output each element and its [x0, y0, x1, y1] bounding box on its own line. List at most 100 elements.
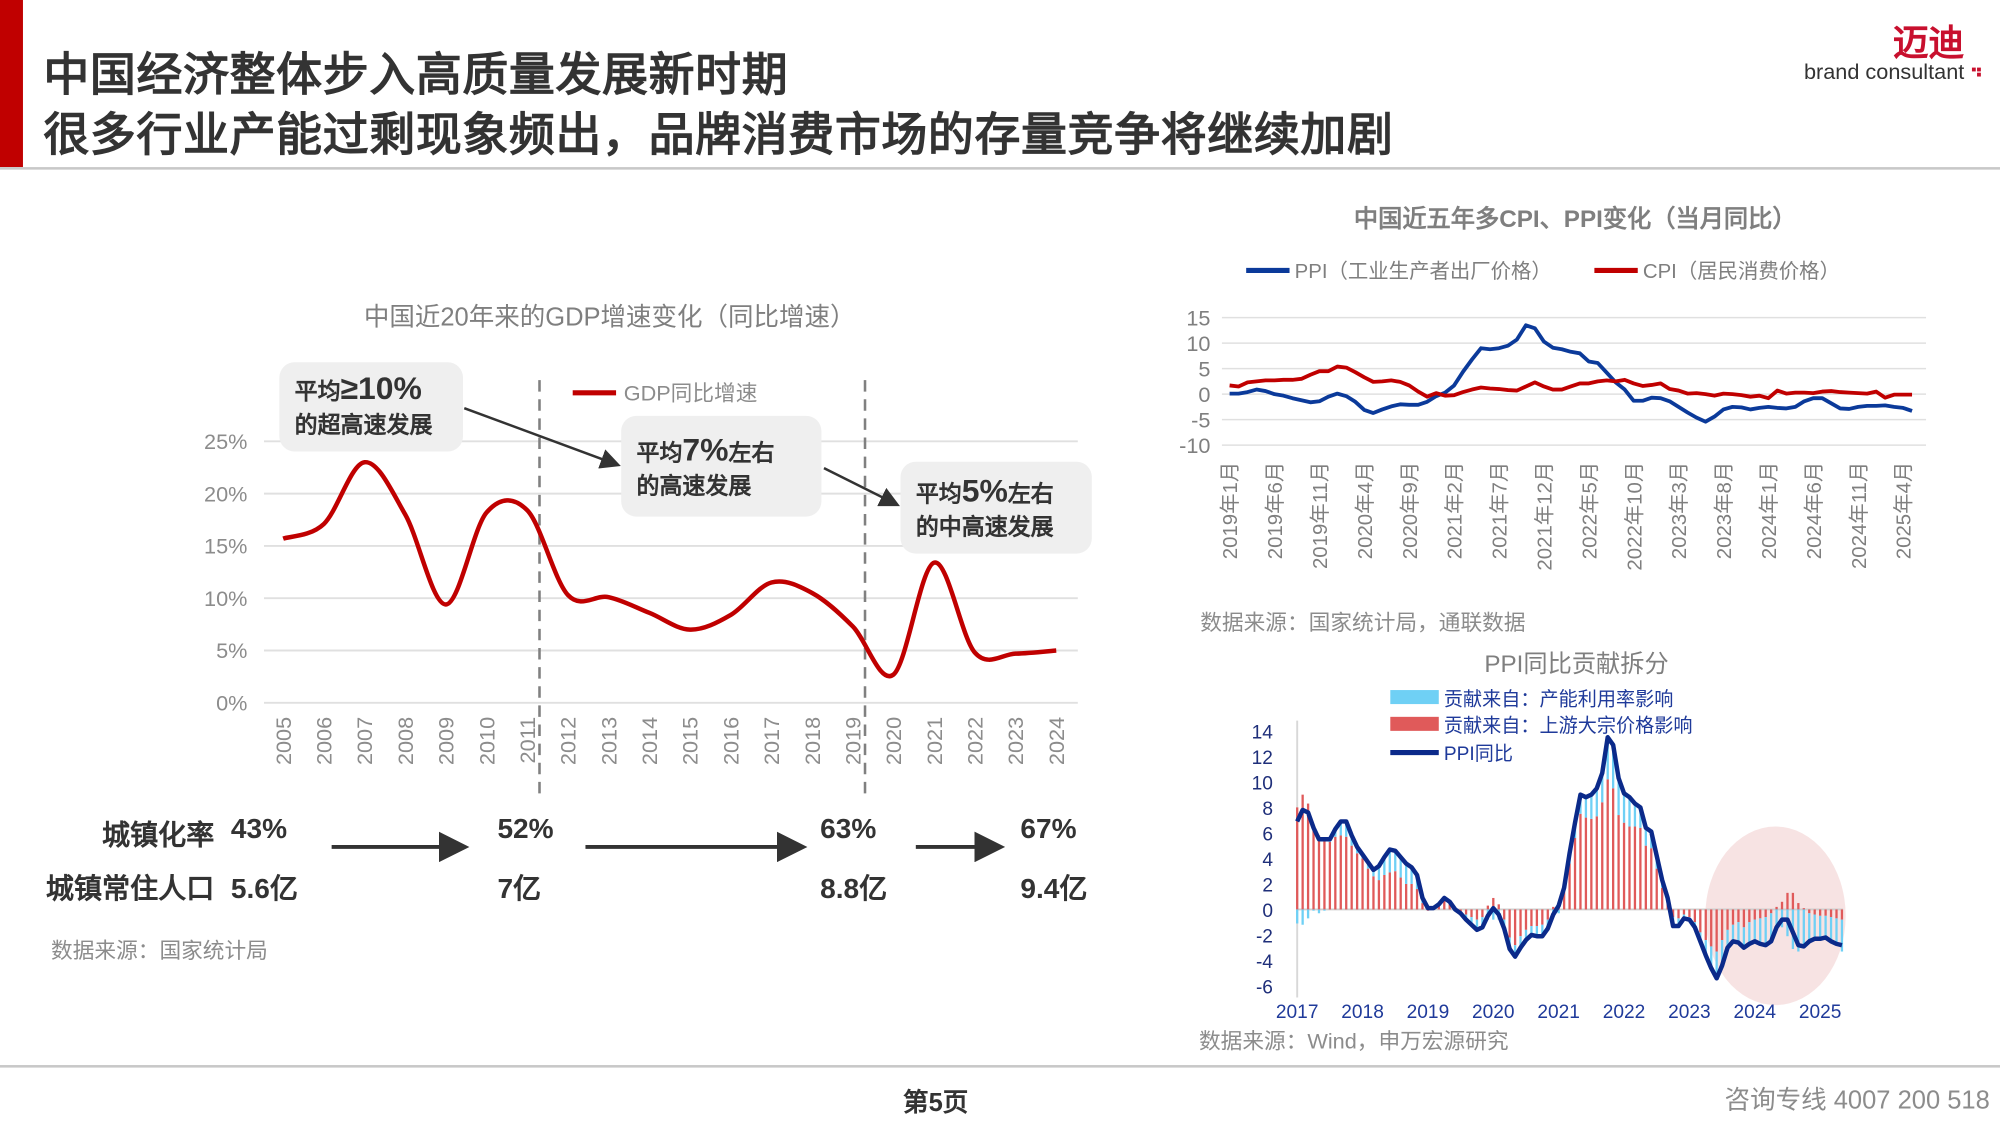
capacity-bar: [1606, 737, 1609, 780]
capacity-bar: [1394, 850, 1397, 872]
y-tick-label: 10: [1186, 331, 1210, 356]
x-tick-label: 2009: [434, 717, 459, 765]
x-tick-label: 2016: [718, 717, 743, 765]
callout-2-suffix: 左右: [728, 440, 775, 466]
upstream-bar: [1437, 905, 1440, 910]
x-tick-label: 2022年5月: [1578, 462, 1601, 559]
upstream-bar: [1819, 909, 1822, 916]
upstream-bar: [1650, 848, 1653, 910]
capacity-bar: [1323, 909, 1326, 911]
upstream-bar: [1775, 906, 1778, 910]
upstream-bar: [1764, 909, 1767, 918]
upstream-bar: [1786, 892, 1789, 910]
x-tick-label: 2024年1月: [1758, 462, 1781, 559]
upstream-bar: [1470, 909, 1473, 918]
x-tick-label: 2013: [596, 717, 621, 765]
capacity-bar: [1710, 946, 1713, 969]
legend-label: PPI（工业生产者出厂价格）: [1295, 260, 1552, 283]
x-tick-label: 2019年1月: [1219, 462, 1242, 559]
ppi-source: 数据来源：Wind，申万宏源研究: [1198, 1029, 1509, 1054]
upstream-bar: [1802, 908, 1805, 910]
y-tick-label: 14: [1252, 723, 1274, 744]
callout-3: 平均5%左右 的中高速发展: [900, 461, 1092, 554]
logo-en: brand consultant: [1803, 59, 1965, 85]
upstream-bar: [1361, 858, 1364, 910]
upstream-bar: [1383, 874, 1386, 910]
legend-label: GDP同比增速: [624, 381, 758, 406]
upstream-bar: [1606, 779, 1609, 910]
upstream-bar: [1568, 863, 1571, 910]
upstream-bar: [1399, 877, 1402, 910]
upstream-bar: [1541, 909, 1544, 925]
y-tick-label: -10: [1179, 433, 1210, 458]
capacity-bar: [1639, 807, 1642, 828]
x-tick-label: 2024年6月: [1803, 462, 1826, 559]
capacity-bar: [1622, 793, 1626, 823]
x-tick-label: 2021年12月: [1534, 462, 1557, 571]
upstream-bar: [1306, 803, 1310, 910]
upstream-bar: [1524, 909, 1528, 930]
upstream-bar: [1644, 845, 1647, 910]
upstream-bar: [1726, 909, 1729, 930]
cpi-line: [1229, 364, 1913, 401]
capacity-bar: [1769, 913, 1773, 942]
y-tick-label: -6: [1256, 978, 1273, 999]
capacity-bar: [1301, 909, 1304, 925]
upstream-bar: [1334, 836, 1337, 910]
population-label: 城镇常住人口: [45, 872, 215, 905]
capacity-bar: [1372, 869, 1375, 877]
capacity-bar: [1759, 918, 1762, 944]
capacity-bar: [1296, 909, 1299, 924]
x-tick-label: 2020: [1472, 1002, 1515, 1023]
y-tick-label: 10%: [204, 586, 247, 611]
upstream-bar: [1388, 872, 1391, 910]
capacity-bar: [1612, 744, 1615, 789]
footer-divider: [0, 1065, 2000, 1068]
upstream-bar: [1372, 876, 1375, 910]
upstream-bar: [1595, 816, 1598, 910]
upstream-bar: [1720, 909, 1724, 941]
capacity-bar: [1764, 917, 1767, 946]
x-tick-label: 2018: [800, 717, 825, 765]
x-tick-label: 2020: [881, 717, 906, 765]
y-tick-label: 12: [1252, 748, 1273, 769]
capacity-bar: [1617, 778, 1620, 816]
y-tick-label: 15%: [204, 534, 247, 559]
upstream-bar: [1661, 887, 1664, 910]
x-tick-label: 2006: [312, 717, 337, 765]
ppi-yoy-line: [1295, 735, 1843, 981]
header-divider: [0, 167, 2000, 170]
upstream-bar: [1475, 909, 1479, 920]
urbanization-label: 城镇化率: [102, 818, 215, 851]
upstream-bar: [1530, 909, 1533, 927]
upstream-bar: [1355, 853, 1359, 910]
upstream-bar: [1443, 899, 1446, 910]
upstream-bar: [1296, 807, 1299, 910]
x-tick-label: 2017: [1276, 1002, 1319, 1023]
upstream-bar: [1394, 871, 1397, 910]
callout-1: 平均≥10% 的超高速发展: [279, 362, 464, 452]
capacity-bar: [1388, 849, 1391, 873]
upstream-bar: [1584, 817, 1588, 910]
capacity-bar: [1731, 924, 1735, 942]
callout-2: 平均7%左右 的高速发展: [621, 415, 822, 517]
capacity-bar: [1840, 919, 1844, 952]
x-tick-label: 2010: [474, 717, 499, 765]
chart-title: 中国近五年多CPI、PPI变化（当月同比）: [1354, 205, 1797, 233]
upstream-bar: [1710, 909, 1713, 947]
y-tick-label: 5: [1198, 356, 1210, 381]
capacity-bar: [1808, 913, 1811, 942]
y-tick-label: 0: [1262, 901, 1273, 922]
capacity-bar: [1524, 929, 1528, 941]
legend-label: PPI同比: [1444, 743, 1513, 765]
x-tick-label: 2011: [515, 717, 540, 764]
capacity-bar: [1704, 940, 1707, 956]
upstream-bar: [1688, 909, 1691, 918]
y-tick-label: 8: [1262, 799, 1273, 820]
x-tick-label: 2021: [922, 717, 947, 765]
capacity-bar: [1595, 788, 1598, 817]
upstream-bar: [1797, 903, 1800, 910]
capacity-bar: [1312, 909, 1315, 911]
population-value: 9.4亿: [1020, 872, 1088, 905]
